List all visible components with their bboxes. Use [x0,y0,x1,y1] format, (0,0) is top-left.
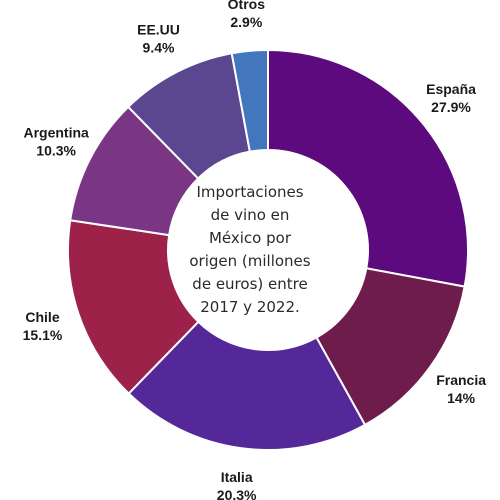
value-espana: 27.9% [431,99,471,115]
slice-espana [267,48,469,288]
label-ee-uu: EE.UU [137,22,180,38]
slice-otros [230,48,269,153]
value-ee-uu: 9.4% [143,40,175,56]
label-espana: España [426,81,476,97]
value-chile: 15.1% [23,327,63,343]
label-chile: Chile [25,309,59,325]
label-argentina: Argentina [23,125,89,141]
value-francia: 14% [447,390,476,406]
label-francia: Francia [436,372,486,388]
value-italia: 20.3% [217,487,257,500]
value-argentina: 10.3% [36,143,76,159]
slice-italia [127,320,367,451]
label-italia: Italia [221,469,253,485]
chart-title: Importaciones de vino en México por orig… [189,183,311,316]
label-otros: Otros [228,0,266,12]
value-otros: 2.9% [230,14,262,30]
slice-chile [67,219,200,395]
